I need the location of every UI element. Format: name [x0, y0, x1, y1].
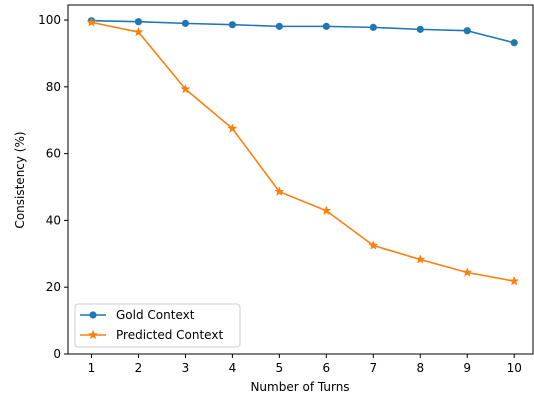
y-tick-label: 20: [46, 280, 61, 294]
y-tick-label: 100: [38, 13, 61, 27]
x-tick-label: 6: [323, 361, 331, 375]
legend-label: Predicted Context: [116, 328, 223, 342]
data-point-predicted-context: [415, 254, 426, 264]
y-tick-label: 60: [46, 147, 61, 161]
data-point-gold-context: [416, 25, 424, 33]
x-tick-label: 1: [88, 361, 96, 375]
data-point-predicted-context: [509, 275, 520, 286]
data-point-gold-context: [134, 18, 143, 26]
data-point-predicted-context: [86, 17, 97, 27]
data-point-gold-context: [275, 22, 283, 30]
data-point-gold-context: [228, 21, 236, 29]
series-gold-context: [87, 17, 518, 47]
data-point-gold-context: [463, 27, 471, 35]
y-axis: 0 20 40 60 80 100: [38, 13, 68, 361]
data-point-predicted-context: [462, 267, 473, 277]
x-tick-label: 7: [369, 361, 377, 375]
data-point-gold-context: [181, 19, 190, 27]
legend: Gold Context Predicted Context: [74, 303, 241, 348]
plot-area: [67, 4, 534, 355]
legend-box: [74, 303, 241, 348]
legend-swatch-marker: [87, 329, 99, 340]
x-axis: 1 2 3 4 5 6 7 8 9 10: [88, 354, 522, 375]
data-point-gold-context: [510, 39, 518, 47]
data-point-predicted-context: [274, 186, 285, 197]
x-axis-label: Number of Turns: [250, 380, 349, 394]
data-point-predicted-context: [227, 123, 238, 133]
legend-entry-predicted-context: Predicted Context: [80, 328, 223, 342]
legend-swatch-marker: [89, 311, 97, 319]
series-line-gold-context: [91, 19, 515, 44]
data-point-gold-context: [322, 22, 330, 30]
legend-label: Gold Context: [116, 308, 195, 322]
x-tick-label: 9: [463, 361, 471, 375]
x-tick-label: 8: [416, 361, 424, 375]
y-tick-label: 40: [46, 213, 61, 227]
x-tick-label: 3: [182, 361, 190, 375]
x-tick-label: 10: [507, 361, 522, 375]
series-predicted-context: [86, 17, 520, 286]
y-tick-label: 80: [46, 80, 61, 94]
legend-entry-gold-context: Gold Context: [80, 308, 195, 322]
data-point-predicted-context: [180, 83, 191, 94]
y-tick-label: 0: [53, 347, 61, 361]
x-tick-label: 4: [229, 361, 237, 375]
series-layer: [86, 17, 520, 286]
data-point-predicted-context: [133, 26, 144, 37]
data-point-predicted-context: [368, 240, 379, 250]
x-tick-label: 5: [276, 361, 284, 375]
x-tick-label: 2: [135, 361, 143, 375]
y-axis-label: Consistency (%): [13, 131, 27, 228]
data-point-predicted-context: [321, 205, 332, 216]
series-line-predicted-context: [91, 21, 515, 282]
data-point-gold-context: [369, 23, 377, 31]
